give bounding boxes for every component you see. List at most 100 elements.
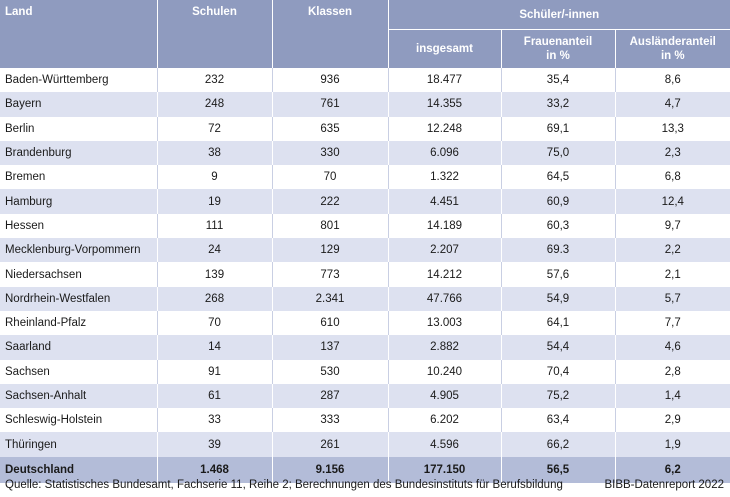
cell-klassen: 129 bbox=[272, 238, 389, 263]
cell-auslaender: 1,4 bbox=[615, 383, 730, 409]
cell-auslaender: 13,3 bbox=[615, 116, 730, 141]
cell-frauen: 69,1 bbox=[501, 116, 616, 141]
cell-klassen: 761 bbox=[272, 92, 389, 117]
cell-land: Niedersachsen bbox=[0, 262, 158, 287]
header-land: Land bbox=[0, 0, 158, 68]
cell-frauen: 60,3 bbox=[501, 213, 616, 239]
cell-klassen: 137 bbox=[272, 335, 389, 360]
cell-land: Baden-Württemberg bbox=[0, 68, 158, 93]
cell-auslaender: 4,6 bbox=[615, 335, 730, 360]
cell-auslaender: 2,2 bbox=[615, 238, 730, 263]
cell-klassen: 287 bbox=[272, 383, 389, 409]
table-row: Bayern 248 761 14.355 33,2 4,7 bbox=[0, 92, 730, 117]
table-row: Rheinland-Pfalz 70 610 13.003 64,1 7,7 bbox=[0, 310, 730, 336]
cell-klassen: 9.156 bbox=[272, 456, 389, 483]
cell-land: Mecklenburg-Vorpommern bbox=[0, 238, 158, 263]
cell-schulen: 111 bbox=[157, 213, 273, 239]
header-auslaenderanteil: Ausländeranteil in % bbox=[615, 29, 730, 68]
cell-klassen: 635 bbox=[272, 116, 389, 141]
cell-frauen: 57,6 bbox=[501, 262, 616, 287]
cell-schulen: 70 bbox=[157, 310, 273, 336]
cell-insgesamt: 4.905 bbox=[388, 383, 502, 409]
cell-schulen: 248 bbox=[157, 92, 273, 117]
cell-klassen: 801 bbox=[272, 213, 389, 239]
table-row: Schleswig-Holstein 33 333 6.202 63,4 2,9 bbox=[0, 408, 730, 433]
table-row: Sachsen 91 530 10.240 70,4 2,8 bbox=[0, 359, 730, 384]
cell-frauen: 66,2 bbox=[501, 432, 616, 457]
cell-insgesamt: 47.766 bbox=[388, 286, 502, 311]
source-note: Quelle: Statistisches Bundesamt, Fachser… bbox=[5, 479, 563, 491]
cell-klassen: 333 bbox=[272, 408, 389, 433]
cell-insgesamt: 177.150 bbox=[388, 456, 502, 483]
table-body: Baden-Württemberg 232 936 18.477 35,4 8,6 Baye… bbox=[0, 68, 730, 483]
cell-insgesamt: 6.096 bbox=[388, 140, 502, 166]
cell-schulen: 72 bbox=[157, 116, 273, 141]
cell-auslaender: 6,8 bbox=[615, 165, 730, 190]
table-row: Niedersachsen 139 773 14.212 57,6 2,1 bbox=[0, 262, 730, 287]
cell-insgesamt: 13.003 bbox=[388, 310, 502, 336]
data-table: Land Schulen Klassen Schüler/-innen insg… bbox=[0, 0, 730, 483]
cell-auslaender: 4,7 bbox=[615, 92, 730, 117]
cell-klassen: 610 bbox=[272, 310, 389, 336]
cell-schulen: 61 bbox=[157, 383, 273, 409]
cell-auslaender: 8,6 bbox=[615, 68, 730, 93]
cell-frauen: 60,9 bbox=[501, 189, 616, 214]
cell-auslaender: 2,8 bbox=[615, 359, 730, 384]
cell-insgesamt: 14.189 bbox=[388, 213, 502, 239]
table-row: Saarland 14 137 2.882 54,4 4,6 bbox=[0, 335, 730, 360]
cell-land: Hessen bbox=[0, 213, 158, 239]
cell-frauen: 75,0 bbox=[501, 140, 616, 166]
cell-schulen: 24 bbox=[157, 238, 273, 263]
cell-land: Schleswig-Holstein bbox=[0, 408, 158, 433]
cell-frauen: 54,4 bbox=[501, 335, 616, 360]
cell-schulen: 39 bbox=[157, 432, 273, 457]
cell-insgesamt: 10.240 bbox=[388, 359, 502, 384]
cell-frauen: 70,4 bbox=[501, 359, 616, 384]
cell-klassen: 530 bbox=[272, 359, 389, 384]
table-row: Brandenburg 38 330 6.096 75,0 2,3 bbox=[0, 140, 730, 166]
header-frauenanteil-text: Frauenanteil in % bbox=[523, 36, 593, 62]
cell-land: Deutschland bbox=[0, 456, 158, 483]
cell-auslaender: 12,4 bbox=[615, 189, 730, 214]
cell-auslaender: 2,3 bbox=[615, 140, 730, 166]
cell-auslaender: 2,9 bbox=[615, 408, 730, 433]
cell-frauen: 54,9 bbox=[501, 286, 616, 311]
cell-auslaender: 9,7 bbox=[615, 213, 730, 239]
cell-schulen: 232 bbox=[157, 68, 273, 93]
cell-insgesamt: 6.202 bbox=[388, 408, 502, 433]
cell-land: Rheinland-Pfalz bbox=[0, 310, 158, 336]
cell-schulen: 91 bbox=[157, 359, 273, 384]
cell-land: Sachsen-Anhalt bbox=[0, 383, 158, 409]
cell-land: Nordrhein-Westfalen bbox=[0, 286, 158, 311]
table-row: Baden-Württemberg 232 936 18.477 35,4 8,6 bbox=[0, 68, 730, 93]
cell-schulen: 268 bbox=[157, 286, 273, 311]
cell-schulen: 19 bbox=[157, 189, 273, 214]
cell-schulen: 33 bbox=[157, 408, 273, 433]
table-header: Land Schulen Klassen Schüler/-innen insg… bbox=[0, 0, 730, 68]
cell-klassen: 261 bbox=[272, 432, 389, 457]
cell-auslaender: 2,1 bbox=[615, 262, 730, 287]
cell-land: Saarland bbox=[0, 335, 158, 360]
table-row: Sachsen-Anhalt 61 287 4.905 75,2 1,4 bbox=[0, 383, 730, 409]
table-row: Bremen 9 70 1.322 64,5 6,8 bbox=[0, 165, 730, 190]
cell-land: Berlin bbox=[0, 116, 158, 141]
cell-klassen: 222 bbox=[272, 189, 389, 214]
cell-frauen: 69.3 bbox=[501, 238, 616, 263]
header-insgesamt: insgesamt bbox=[388, 29, 502, 68]
total-row: Deutschland 1.468 9.156 177.150 56,5 6,2 bbox=[0, 456, 730, 483]
cell-schulen: 9 bbox=[157, 165, 273, 190]
cell-schulen: 139 bbox=[157, 262, 273, 287]
cell-auslaender: 6,2 bbox=[615, 456, 730, 483]
cell-frauen: 35,4 bbox=[501, 68, 616, 93]
table-row: Thüringen 39 261 4.596 66,2 1,9 bbox=[0, 432, 730, 457]
table-row: Berlin 72 635 12.248 69,1 13,3 bbox=[0, 116, 730, 141]
cell-klassen: 70 bbox=[272, 165, 389, 190]
cell-frauen: 56,5 bbox=[501, 456, 616, 483]
cell-land: Bayern bbox=[0, 92, 158, 117]
cell-land: Sachsen bbox=[0, 359, 158, 384]
table-row: Hessen 111 801 14.189 60,3 9,7 bbox=[0, 213, 730, 239]
header-frauenanteil: Frauenanteil in % bbox=[501, 29, 616, 68]
cell-insgesamt: 14.212 bbox=[388, 262, 502, 287]
cell-auslaender: 7,7 bbox=[615, 310, 730, 336]
cell-klassen: 2.341 bbox=[272, 286, 389, 311]
